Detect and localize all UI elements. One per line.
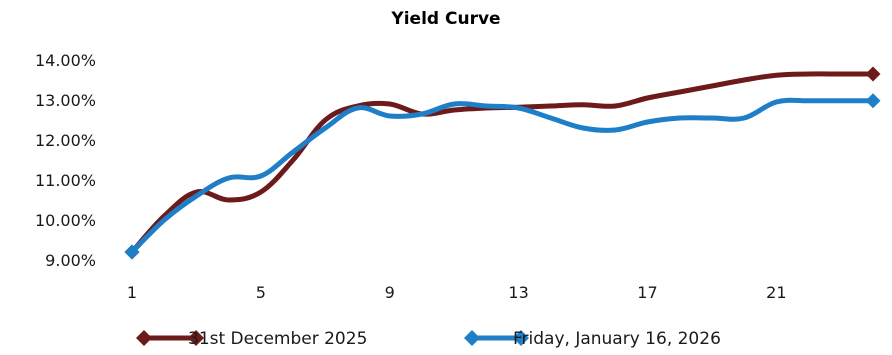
x-tick-label: 9 (385, 283, 395, 302)
x-tick-label: 5 (256, 283, 266, 302)
x-tick-label: 21 (766, 283, 786, 302)
y-tick-label: 13.00% (35, 91, 96, 110)
legend-marker-right-1 (188, 330, 204, 346)
chart-legend: 31st December 2025 Friday, January 16, 20… (136, 329, 721, 349)
chart-title: Yield Curve (390, 9, 500, 29)
y-tick-label: 12.00% (35, 131, 96, 150)
x-tick-label: 13 (508, 283, 528, 302)
legend-marker-left-1 (136, 330, 152, 346)
x-tick-label: 1 (127, 283, 137, 302)
series-2-marker (865, 93, 881, 109)
plot-area (124, 66, 881, 260)
series-1-marker (865, 66, 881, 82)
y-tick-label: 9.00% (45, 251, 96, 270)
legend-label-2: Friday, January 16, 2026 (513, 329, 721, 349)
x-tick-label: 17 (637, 283, 657, 302)
legend-label-1: 31st December 2025 (188, 329, 367, 349)
y-tick-label: 11.00% (35, 171, 96, 190)
series-line-2 (129, 97, 876, 255)
y-axis: 9.00% 10.00% 11.00% 12.00% 13.00% 14.00% (35, 51, 96, 270)
y-tick-label: 14.00% (35, 51, 96, 70)
legend-marker-right-2 (513, 330, 529, 346)
x-axis: 1 5 9 13 17 21 (127, 283, 787, 302)
y-tick-label: 10.00% (35, 211, 96, 230)
series-2-marker (124, 244, 140, 260)
series-line-1 (129, 71, 876, 255)
legend-marker-left-2 (464, 330, 480, 346)
